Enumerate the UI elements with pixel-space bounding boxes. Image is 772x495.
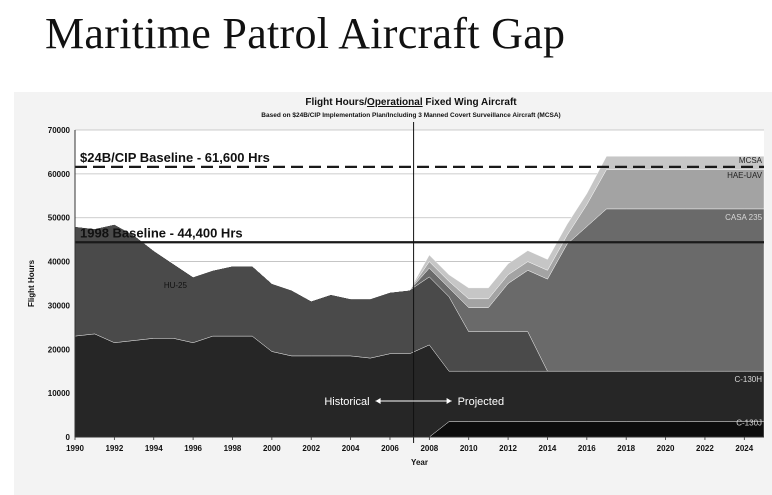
y-tick-label: 0 — [66, 433, 71, 442]
projected-annotation: Projected — [458, 396, 504, 408]
series-area-mcsa — [74, 156, 765, 302]
x-tick-label: 2002 — [302, 444, 320, 453]
baseline-label-2: 1998 Baseline - 44,400 Hrs — [80, 225, 243, 240]
x-tick-label: 2022 — [696, 444, 714, 453]
x-tick-label: 1990 — [66, 444, 84, 453]
series-label-hae-uav: HAE-UAV — [727, 171, 763, 180]
x-tick-label: 2012 — [499, 444, 517, 453]
y-tick-label: 70000 — [48, 126, 71, 135]
y-tick-label: 30000 — [48, 301, 71, 310]
x-tick-label: 2008 — [420, 444, 438, 453]
y-tick-label: 60000 — [48, 170, 71, 179]
x-tick-label: 2006 — [381, 444, 399, 453]
chart-subtitle: Based on $24B/CIP Implementation Plan/In… — [261, 112, 560, 119]
x-tick-label: 2020 — [657, 444, 675, 453]
series-label-c-130j: C-130J — [736, 419, 762, 428]
series-label-mcsa: MCSA — [739, 156, 763, 165]
series-label-casa-235: CASA 235 — [725, 213, 762, 222]
arrow-head-left — [375, 397, 381, 404]
y-tick-label: 50000 — [48, 214, 71, 223]
x-tick-label: 1996 — [184, 444, 202, 453]
x-tick-label: 1994 — [145, 444, 163, 453]
historical-annotation: Historical — [324, 396, 369, 408]
x-tick-label: 2000 — [263, 444, 281, 453]
x-tick-label: 2018 — [617, 444, 635, 453]
y-tick-label: 10000 — [48, 389, 71, 398]
x-tick-label: 1992 — [105, 444, 123, 453]
slide-title: Maritime Patrol Aircraft Gap — [45, 9, 566, 58]
x-tick-label: 2016 — [578, 444, 596, 453]
series-label-c-130h: C-130H — [734, 375, 762, 384]
chart-title-part-1: Flight Hours/ — [305, 97, 367, 108]
chart-title-part-3: Fixed Wing Aircraft — [423, 97, 518, 108]
baseline-label-1: $24B/CIP Baseline - 61,600 Hrs — [80, 150, 270, 165]
chart-title: Flight Hours/Operational Fixed Wing Airc… — [305, 97, 517, 108]
x-tick-label: 1998 — [224, 444, 242, 453]
x-tick-label: 2014 — [539, 444, 557, 453]
y-tick-label: 20000 — [48, 345, 71, 354]
area-chart: Flight Hours/Operational Fixed Wing Airc… — [27, 97, 765, 467]
x-tick-label: 2004 — [342, 444, 360, 453]
y-axis-label: Flight Hours — [27, 259, 36, 307]
x-tick-label: 2024 — [735, 444, 753, 453]
y-tick-label: 40000 — [48, 258, 71, 267]
x-tick-label: 2010 — [460, 444, 478, 453]
chart-panel: Flight Hours/Operational Fixed Wing Airc… — [14, 92, 772, 495]
series-label-hu-25: HU-25 — [164, 281, 188, 290]
chart-title-part-2: Operational — [367, 97, 423, 108]
x-axis-label: Year — [411, 458, 428, 467]
arrow-head-right — [446, 397, 452, 404]
